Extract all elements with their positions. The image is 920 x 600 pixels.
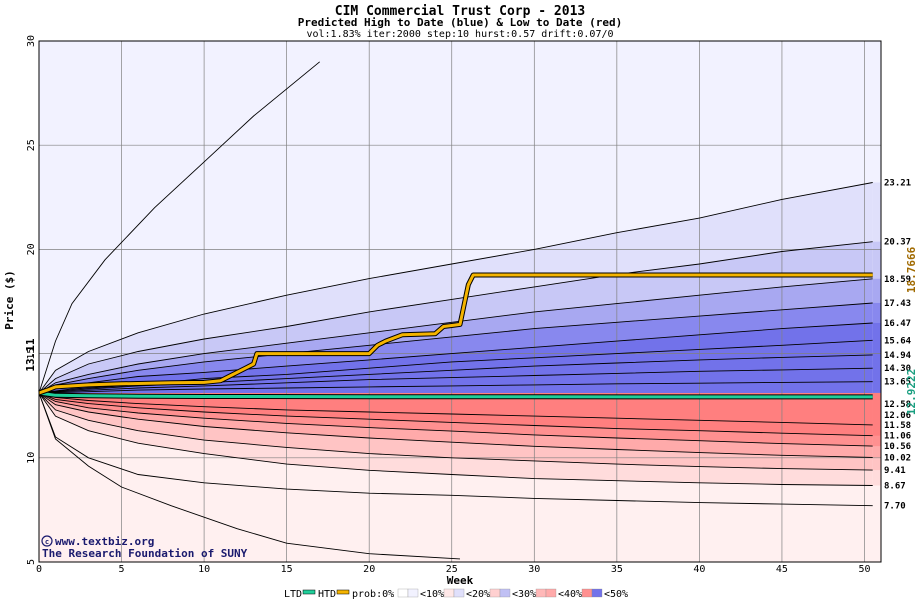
- x-tick-label: 15: [281, 564, 293, 575]
- legend-swatch-high: [453, 588, 465, 598]
- y-tick-label: 25: [26, 139, 37, 151]
- htd-band-line-40%: [38, 302, 873, 394]
- center-line-3: [38, 381, 873, 394]
- right-value-label: 14.94: [884, 351, 912, 361]
- htd-band-line-10%: [38, 182, 873, 394]
- chart-params: vol:1.83% iter:2000 step:10 hurst:0.57 d…: [306, 29, 613, 40]
- legend-swatch-low: [397, 588, 409, 598]
- htd-series-line: [38, 273, 873, 395]
- center-line-2: [38, 367, 873, 394]
- ltd-band-line-50%: [38, 392, 873, 426]
- htd-band-line-30%: [38, 278, 873, 394]
- ltd-final-label: 12.9222: [905, 369, 918, 415]
- x-tick-label: 20: [363, 564, 375, 575]
- legend-item-label: <50%: [604, 589, 628, 600]
- legend-swatch-high: [545, 588, 557, 598]
- ltd-band-50%: [39, 393, 873, 425]
- ltd-band-line-30%: [38, 392, 873, 447]
- right-value-label: 15.64: [884, 336, 912, 346]
- x-axis-label: Week: [447, 574, 474, 587]
- credit-org: The Research Foundation of SUNY: [42, 547, 248, 560]
- ltd-band-line-20%: [38, 392, 873, 458]
- right-value-label: 10.02: [884, 453, 911, 463]
- ltd-band-line-0%: [38, 392, 873, 507]
- y-tick-label: 20: [26, 243, 37, 255]
- right-value-label: 12.06: [884, 411, 911, 421]
- right-value-label: 13.65: [884, 378, 911, 388]
- legend-ltd-label: LTD: [284, 589, 302, 600]
- right-value-label: 18.59: [884, 275, 911, 285]
- right-value-label: 17.43: [884, 299, 911, 309]
- ltd-band-line-40%: [38, 392, 873, 437]
- legend-swatch-low: [489, 588, 501, 598]
- right-value-label: 11.58: [884, 421, 911, 431]
- x-tick-label: 30: [528, 564, 540, 575]
- y-tick-label: 15: [26, 348, 37, 360]
- legend-item-label: <30%: [512, 589, 536, 600]
- right-value-label: 7.70: [884, 502, 906, 512]
- y-tick-label: 30: [26, 35, 37, 47]
- right-value-label: 11.06: [884, 432, 911, 442]
- y-axis-label: Price ($): [3, 270, 16, 330]
- x-tick-label: 50: [858, 564, 870, 575]
- legend-swatch-low: [581, 588, 593, 598]
- legend-swatch-high: [407, 588, 419, 598]
- chart-subtitle: Predicted High to Date (blue) & Low to D…: [298, 16, 623, 29]
- legend-htd-swatch: [336, 589, 350, 595]
- legend-item-label: <10%: [420, 589, 444, 600]
- plot-area: 0 5 10 15 20 25 30 35 40 45 505101520253023.2120.3…: [26, 35, 912, 575]
- right-value-label: 14.30: [884, 364, 911, 374]
- x-tick-label: 25: [446, 564, 458, 575]
- right-value-label: 12.58: [884, 400, 911, 410]
- ltd-lowest-line: [38, 392, 461, 560]
- plot-border: [38, 40, 882, 563]
- right-value-label: 20.37: [884, 238, 911, 248]
- credit-url: www.textbiz.org: [55, 535, 154, 548]
- x-tick-label: 10: [198, 564, 210, 575]
- y-tick-label: 10: [26, 452, 37, 464]
- legend: LTD HTD prob:0% <10% <20% <30% <40% <50%: [284, 588, 628, 600]
- y-tick-label: 5: [26, 559, 37, 565]
- legend-prob-label: prob:0%: [352, 589, 394, 600]
- x-tick-label: 45: [776, 564, 788, 575]
- right-value-label: 8.67: [884, 482, 906, 492]
- right-value-label: 10.56: [884, 442, 911, 452]
- copyright-icon: [41, 535, 53, 547]
- x-tick-label: 0: [36, 564, 42, 575]
- copyright-icon-glyph: c: [45, 538, 49, 546]
- credit: c www.textbiz.org The Research Foundatio…: [41, 535, 248, 560]
- x-tick-label: 40: [693, 564, 705, 575]
- legend-item-label: <20%: [466, 589, 490, 600]
- right-value-label: 23.21: [884, 179, 911, 189]
- htd-band-line-0%: [38, 61, 320, 394]
- ltd-series-line: [38, 391, 873, 399]
- x-tick-label: 5: [119, 564, 125, 575]
- start-price-label: 13.11: [24, 338, 37, 371]
- ltd-band-edge-50%: [872, 392, 881, 425]
- legend-swatch-low: [443, 588, 455, 598]
- right-value-label: 16.47: [884, 319, 911, 329]
- legend-item-label: <40%: [558, 589, 582, 600]
- htd-final-label: 18.7666: [905, 246, 918, 293]
- center-line-1: [38, 354, 873, 394]
- htd-band-edge-50%: [872, 322, 881, 393]
- legend-swatch-high: [591, 588, 603, 598]
- legend-ltd-swatch: [302, 589, 316, 595]
- htd-band-50%: [39, 323, 873, 393]
- legend-swatch-high: [499, 588, 511, 598]
- right-value-label: 9.41: [884, 466, 906, 476]
- x-tick-label: 35: [611, 564, 623, 575]
- chart-title: CIM Commercial Trust Corp - 2013: [335, 4, 585, 19]
- ltd-band-line-10%: [38, 392, 873, 471]
- legend-swatch-low: [535, 588, 547, 598]
- legend-htd-label: HTD: [318, 589, 336, 600]
- ltd-band-line-0%-inner: [38, 392, 873, 486]
- htd-band-line-20%: [38, 241, 873, 394]
